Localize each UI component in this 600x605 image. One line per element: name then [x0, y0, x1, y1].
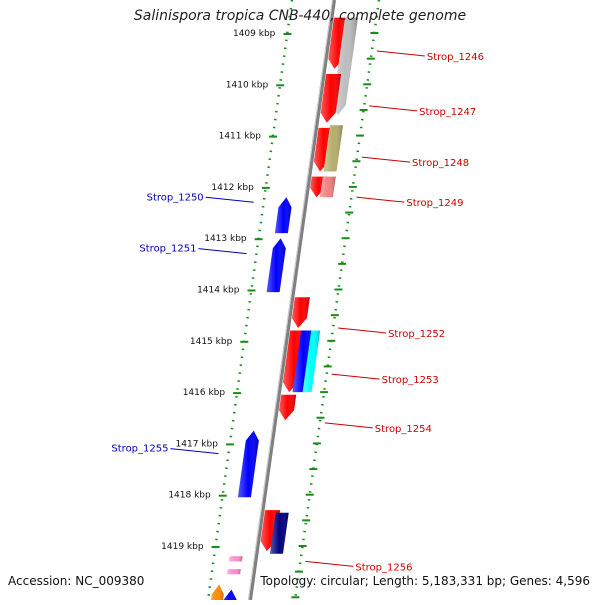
tick-label: 1411 kbp: [219, 132, 262, 142]
tick-label: 1413 kbp: [204, 234, 247, 244]
accession-text: Accession: NC_009380: [8, 574, 145, 588]
tick-label: 1416 kbp: [183, 388, 226, 398]
gene-label-text: Strop_1256: [355, 562, 412, 573]
gene-label: Strop_1247: [369, 105, 476, 118]
gene-label: Strop_1255: [111, 444, 219, 455]
gene-label-leader: [205, 196, 254, 203]
gene-label: Strop_1252: [338, 327, 445, 340]
gene-label: Strop_1249: [356, 196, 463, 209]
gene-label-leader: [198, 248, 247, 255]
gene-label-text: Strop_1248: [412, 158, 469, 169]
genome-backbone-highlight: [248, 0, 333, 601]
gene-label-text: Strop_1250: [147, 192, 204, 203]
gene-label-text: Strop_1251: [139, 244, 196, 255]
gene-feature-shading: [270, 512, 289, 554]
tick-label: 1415 kbp: [190, 337, 233, 347]
gene-label: Strop_1251: [139, 244, 247, 255]
gene-feature-shading: [237, 430, 259, 498]
gene-feature-shading: [266, 238, 286, 293]
gene-label-leader: [305, 560, 354, 567]
tick-label: 1418 kbp: [168, 491, 211, 501]
gene-label-leader: [331, 373, 380, 380]
tick-label: 1412 kbp: [211, 183, 254, 193]
genome-backbone: [248, 0, 336, 601]
gene-label-text: Strop_1247: [419, 107, 476, 118]
gene-feature-shading: [279, 394, 297, 421]
gene-feature-shading: [292, 297, 310, 328]
gene-feature-shading: [320, 74, 342, 123]
tick-label: 1414 kbp: [197, 286, 240, 296]
gene-label-text: Strop_1255: [111, 444, 168, 455]
gene-label-text: Strop_1253: [382, 375, 439, 386]
gene-feature-shading: [228, 556, 243, 562]
gene-label-leader: [376, 50, 425, 57]
gene-label: Strop_1248: [361, 156, 469, 169]
gene-label-text: Strop_1252: [388, 329, 445, 340]
tick-label: 1419 kbp: [161, 542, 204, 552]
tick-label: 1409 kbp: [233, 29, 276, 39]
gene-feature-shading: [222, 589, 237, 605]
gene-label: Strop_1246: [376, 50, 484, 63]
gene-feature-shading: [292, 330, 315, 393]
gene-feature-shading: [323, 125, 343, 172]
map-title: Salinispora tropica CNB-440, complete ge…: [133, 8, 467, 24]
gene-label: Strop_1256: [305, 560, 412, 573]
gene-label-leader: [356, 196, 405, 203]
gene-label-leader: [369, 105, 418, 112]
gene-label: Strop_1254: [324, 422, 432, 435]
topology-text: Topology: circular; Length: 5,183,331 bp…: [260, 574, 590, 588]
gene-label-leader: [324, 422, 373, 429]
gene-label-text: Strop_1249: [406, 198, 463, 209]
gene-feature-shading: [227, 569, 241, 575]
gene-label-text: Strop_1254: [375, 424, 432, 435]
gene-feature-shading: [332, 17, 358, 116]
gene-feature-shading: [210, 584, 224, 605]
gene-label-text: Strop_1246: [427, 52, 484, 63]
gene-label: Strop_1253: [331, 373, 439, 386]
gene-label-leader: [361, 156, 411, 163]
outer-dotted-ring: [293, 0, 381, 601]
inner-dotted-ring: [206, 0, 294, 601]
gene-label-leader: [170, 448, 219, 455]
gene-feature-shading: [319, 176, 336, 198]
tick-label: 1417 kbp: [176, 439, 219, 449]
gene-label: Strop_1250: [147, 192, 254, 203]
gene-feature-shading: [302, 330, 321, 393]
gene-feature-shading: [274, 197, 292, 234]
tick-label: 1410 kbp: [226, 80, 269, 90]
gene-label-leader: [338, 327, 387, 334]
